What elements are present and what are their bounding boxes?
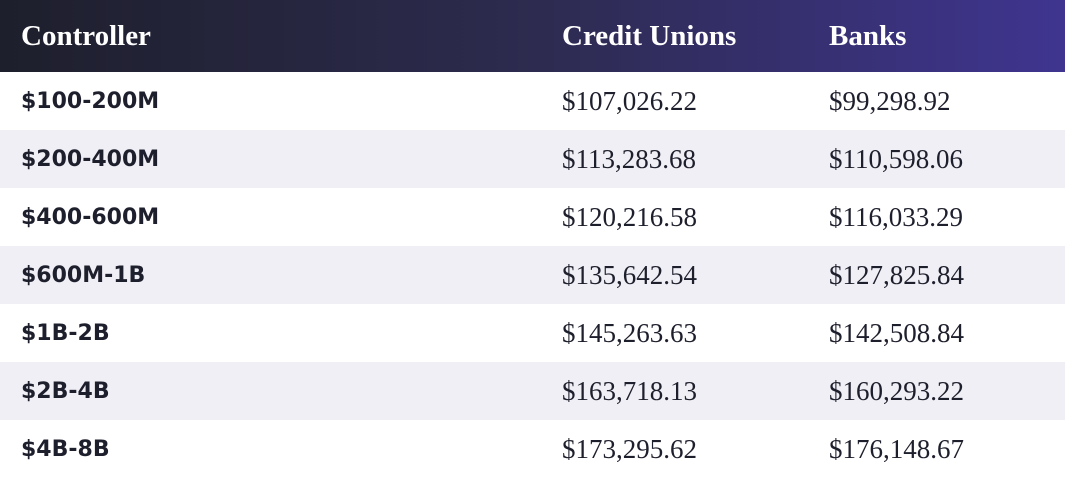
value-cell: $116,033.29 <box>829 201 963 232</box>
range-cell: $600M-1B <box>21 262 146 288</box>
value-cell: $120,216.58 <box>562 201 697 232</box>
value-cell: $135,642.54 <box>562 259 697 290</box>
value-cell: $173,295.62 <box>562 433 697 464</box>
range-cell: $4B-8B <box>21 436 110 462</box>
value-cell: $99,298.92 <box>829 85 951 116</box>
value-cell: $163,718.13 <box>562 375 697 406</box>
value-cell: $160,293.22 <box>829 375 964 406</box>
table-row: $600M-1B $135,642.54 $127,825.84 <box>0 246 1065 304</box>
header-cell: Credit Unions <box>562 19 737 52</box>
value-cell: $145,263.63 <box>562 317 697 348</box>
table-row: $1B-2B $145,263.63 $142,508.84 <box>0 304 1065 362</box>
value-cell: $142,508.84 <box>829 317 964 348</box>
value-cell: $107,026.22 <box>562 85 697 116</box>
value-cell: $176,148.67 <box>829 433 964 464</box>
range-cell: $1B-2B <box>21 320 110 346</box>
header-cell: Banks <box>829 19 907 52</box>
value-cell: $113,283.68 <box>562 143 696 174</box>
table-row: $100-200M $107,026.22 $99,298.92 <box>0 72 1065 130</box>
range-cell: $2B-4B <box>21 378 110 404</box>
table-row: $400-600M $120,216.58 $116,033.29 <box>0 188 1065 246</box>
value-cell: $110,598.06 <box>829 143 963 174</box>
table-row: $2B-4B $163,718.13 $160,293.22 <box>0 362 1065 420</box>
table-header: Controller Credit Unions Banks <box>0 0 1065 72</box>
header-cell: Controller <box>21 19 151 52</box>
value-cell: $127,825.84 <box>829 259 964 290</box>
range-cell: $200-400M <box>21 146 160 172</box>
table-body: $100-200M $107,026.22 $99,298.92 $200-400M $… <box>0 72 1065 478</box>
table-row: $200-400M $113,283.68 $110,598.06 <box>0 130 1065 188</box>
range-cell: $400-600M <box>21 204 160 230</box>
table-row: $4B-8B $173,295.62 $176,148.67 <box>0 420 1065 478</box>
header-row: Controller Credit Unions Banks <box>0 0 1065 72</box>
range-cell: $100-200M <box>21 88 160 114</box>
